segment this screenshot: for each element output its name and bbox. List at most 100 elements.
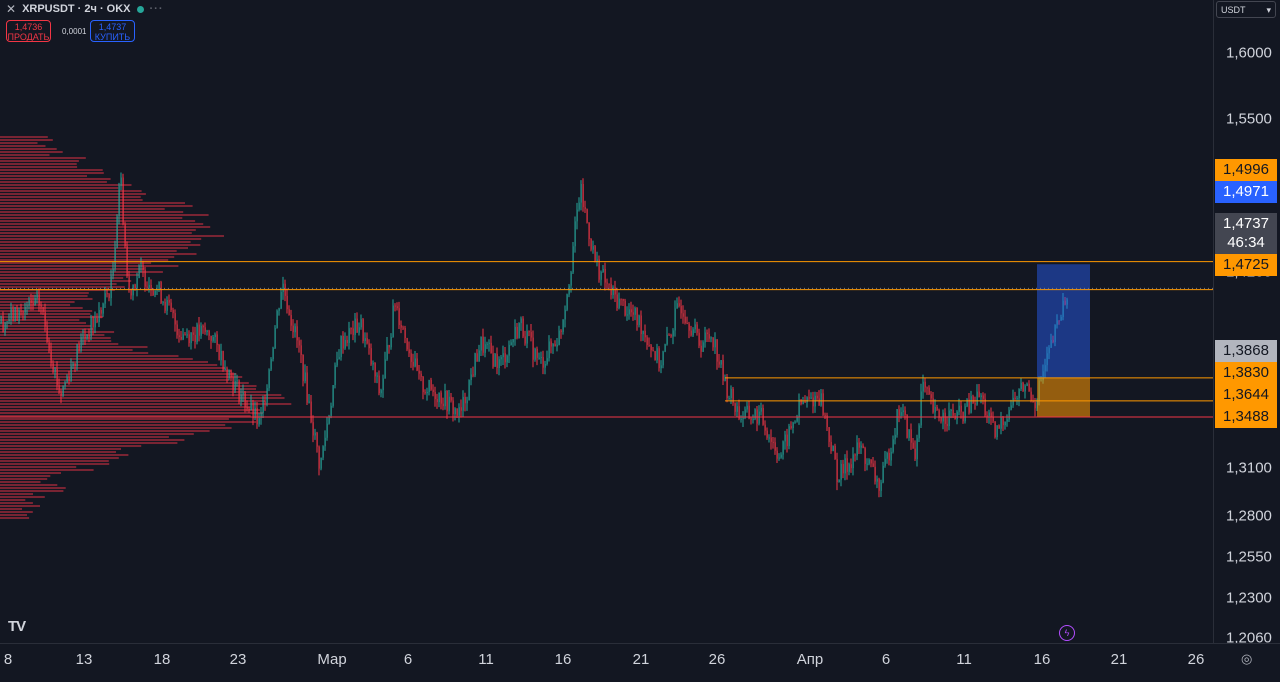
candle xyxy=(116,216,118,248)
volume-profile-bar xyxy=(0,196,141,198)
volume-profile-bar xyxy=(0,166,78,168)
candles xyxy=(0,172,1068,498)
candle xyxy=(96,318,98,323)
candle xyxy=(1026,383,1028,386)
buy-button[interactable]: 1,4737 КУПИТЬ xyxy=(90,20,135,42)
candle xyxy=(986,415,988,417)
candle xyxy=(708,334,710,339)
candle xyxy=(846,458,848,472)
close-icon[interactable]: ✕ xyxy=(6,2,17,16)
candle xyxy=(970,396,972,413)
candle xyxy=(356,318,358,333)
sell-label: ПРОДАТЬ xyxy=(7,32,50,42)
candle xyxy=(140,265,142,267)
volume-profile-bar xyxy=(0,202,185,204)
volume-profile-bar xyxy=(0,352,149,354)
symbol-header[interactable]: ✕ XRPUSDT · 2ч · OKX ··· xyxy=(6,2,164,16)
candle xyxy=(464,396,466,404)
candle xyxy=(832,445,834,452)
candle xyxy=(454,408,456,415)
candle xyxy=(594,246,596,261)
candle xyxy=(752,418,754,420)
candle xyxy=(452,400,454,415)
candle xyxy=(652,350,654,352)
candle xyxy=(856,442,858,456)
volume-profile-bar xyxy=(0,235,224,237)
candle xyxy=(354,318,356,335)
volume-profile-bar xyxy=(0,418,229,420)
volume-profile-bar xyxy=(0,508,22,510)
candle xyxy=(1016,398,1018,400)
volume-profile-bar xyxy=(0,511,33,513)
candle xyxy=(540,357,542,359)
candle xyxy=(248,408,250,411)
candle xyxy=(638,315,640,325)
candle xyxy=(758,411,760,424)
candle xyxy=(70,365,72,382)
candle xyxy=(320,457,322,469)
candle xyxy=(234,380,236,391)
candle xyxy=(560,330,562,332)
candle xyxy=(1050,340,1052,348)
candle xyxy=(18,311,20,321)
candle xyxy=(1044,365,1046,372)
settings-icon[interactable]: ◎ xyxy=(1241,651,1253,666)
sell-button[interactable]: 1,4736 ПРОДАТЬ xyxy=(6,20,51,42)
volume-profile-bar xyxy=(0,178,111,180)
candle xyxy=(66,376,68,383)
candle xyxy=(332,385,334,406)
time-axis[interactable]: 8 13 18 23 Мар 6 11 16 21 26 Апр 6 11 16 21 26 xyxy=(0,643,1280,682)
candle xyxy=(748,405,750,419)
candle xyxy=(212,337,214,341)
candle xyxy=(734,403,736,412)
candle xyxy=(576,209,578,222)
volume-profile-bar xyxy=(0,211,184,213)
candle xyxy=(622,299,624,301)
candle xyxy=(764,424,766,431)
lightning-icon[interactable]: ϟ xyxy=(1059,625,1075,641)
candle xyxy=(900,412,902,416)
price-chart[interactable] xyxy=(0,0,1213,643)
candle xyxy=(646,337,648,346)
candle xyxy=(512,339,514,343)
candle xyxy=(522,318,524,337)
candle xyxy=(406,338,408,350)
candle xyxy=(556,344,558,347)
candle xyxy=(656,348,658,361)
candle xyxy=(1014,397,1016,399)
more-icon[interactable]: ··· xyxy=(149,3,164,15)
volume-profile-bar xyxy=(0,361,208,363)
volume-profile-bar xyxy=(0,253,197,255)
volume-profile-bar xyxy=(0,232,192,234)
candle xyxy=(872,463,874,467)
candle xyxy=(794,421,796,423)
price-axis[interactable]: 1,60001,55001,42001,31001,28001,25501,23… xyxy=(1213,0,1280,647)
candle xyxy=(1054,324,1056,343)
candle xyxy=(72,363,74,366)
candle xyxy=(588,222,590,239)
candle xyxy=(444,390,446,407)
volume-profile-bar xyxy=(0,274,140,276)
candle xyxy=(186,334,188,336)
candle xyxy=(684,316,686,324)
candle xyxy=(196,324,198,342)
candle xyxy=(6,321,8,323)
volume-profile-bar xyxy=(0,265,179,267)
tradingview-logo[interactable]: TV xyxy=(8,618,26,635)
candle xyxy=(382,378,384,391)
bar-countdown: 46:34 xyxy=(1215,232,1277,254)
candle xyxy=(216,334,218,346)
candle xyxy=(696,324,698,333)
currency-selector[interactable]: USDT ▾ xyxy=(1216,1,1276,18)
candle xyxy=(642,330,644,335)
candle xyxy=(564,309,566,320)
volume-profile-bar xyxy=(0,172,104,174)
time-tick-label: 6 xyxy=(403,651,413,668)
candle xyxy=(798,399,800,417)
candle xyxy=(130,288,132,296)
candle xyxy=(168,300,170,303)
candle xyxy=(778,457,780,459)
time-tick-label: 26 xyxy=(708,651,726,668)
candle xyxy=(492,353,494,367)
long-position-tool[interactable] xyxy=(1037,264,1090,417)
